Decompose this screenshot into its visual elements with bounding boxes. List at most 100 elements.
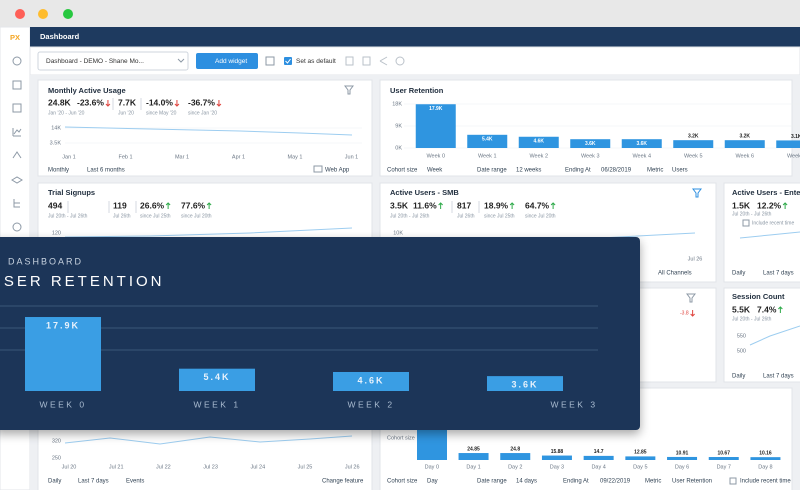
footer-label: Metric — [647, 168, 663, 174]
x-tick-label: Week 0 — [426, 153, 445, 159]
bar — [673, 140, 714, 148]
dashboard-select[interactable] — [37, 51, 189, 71]
sparkline — [64, 227, 353, 238]
x-tick-label: Day 1 — [466, 464, 480, 470]
checkbox[interactable] — [729, 477, 737, 485]
bar — [724, 140, 765, 148]
bar — [570, 139, 611, 148]
value-label: 4.6K — [533, 139, 544, 145]
label: Last 7 days — [763, 374, 794, 380]
label: Jul 20th - Jul 26th — [732, 316, 772, 322]
label: 26.6% — [140, 200, 165, 210]
bar — [541, 455, 572, 460]
sidebar-icons — [11, 56, 23, 232]
up-arrow — [438, 202, 443, 209]
bar — [667, 456, 698, 460]
label: 5.5K — [732, 304, 751, 314]
checkbox[interactable] — [742, 219, 750, 227]
checkbox[interactable] — [284, 57, 292, 65]
value-label: 5.4K — [482, 137, 493, 143]
label: -36.7% — [188, 97, 215, 107]
x-tick-label: WEEK 1 — [193, 399, 240, 409]
label: Jul 20th - Jul 26th — [48, 213, 88, 219]
overlay-title: USER RETENTION — [0, 273, 165, 290]
edit-icon[interactable] — [265, 56, 275, 66]
label: All Channels — [658, 271, 692, 277]
label: Daily — [48, 479, 61, 485]
sparkline — [739, 231, 800, 239]
nav-icon[interactable] — [12, 128, 22, 137]
icon[interactable] — [379, 56, 388, 66]
x-tick-label: Jul 24 — [250, 464, 265, 470]
label: since Jul 20th — [525, 213, 556, 219]
label: Set as default — [296, 58, 336, 65]
down-arrow — [216, 100, 222, 107]
separators — [67, 98, 480, 213]
zoom-button[interactable] — [63, 9, 73, 19]
nav-icon[interactable] — [12, 222, 22, 232]
nav-icon[interactable] — [13, 199, 20, 208]
add-widget-button[interactable] — [196, 53, 258, 69]
x-tick-label: Day 7 — [717, 464, 731, 470]
x-tick-label: Day 2 — [508, 464, 522, 470]
x-tick-label: Week 4 — [632, 153, 651, 159]
close-button[interactable] — [15, 9, 25, 19]
minimize-button[interactable] — [38, 9, 48, 19]
up-arrow — [206, 202, 212, 209]
nav-icon[interactable] — [11, 176, 23, 184]
icon[interactable] — [362, 56, 371, 66]
icon[interactable] — [395, 56, 405, 66]
x-tick-label: Day 8 — [758, 464, 772, 470]
footer-label: Metric — [645, 479, 661, 485]
label: Trial Signups — [48, 188, 95, 197]
widget-card — [723, 287, 800, 383]
value-label: 3.6K — [636, 141, 647, 147]
widget-icons — [313, 85, 750, 485]
x-tick-label: Day 6 — [675, 464, 689, 470]
label: 817 — [457, 200, 471, 210]
x-tick-label: Week 5 — [684, 153, 703, 159]
value-label: 10.91 — [676, 450, 689, 456]
label: Jul 20th - Jul 26th — [732, 211, 772, 217]
label: Last 7 days — [763, 271, 794, 277]
bar — [500, 453, 531, 460]
nav-icon[interactable] — [12, 56, 22, 66]
bar — [621, 139, 662, 148]
label: Web App — [325, 168, 350, 174]
chevron — [177, 58, 185, 63]
label: Dashboard - DEMO - Shane Mo... — [46, 58, 144, 65]
nav-icon[interactable] — [12, 80, 22, 90]
label: User Retention — [390, 86, 444, 95]
x-tick-label: Day 0 — [425, 464, 439, 470]
x-tick-label: Mar 1 — [175, 154, 189, 160]
label: Dashboard — [40, 32, 80, 41]
nav-icon[interactable] — [12, 151, 22, 159]
overlay-kicker: DASHBOARD — [8, 256, 83, 266]
label: Events — [126, 479, 144, 485]
label: since Jan '20 — [188, 110, 217, 116]
nav-icon[interactable] — [12, 103, 22, 113]
y-tick-label: 0K — [395, 145, 402, 151]
label: 7.7K — [118, 97, 137, 107]
value-label: 3.2K — [688, 134, 699, 140]
filter-icon[interactable] — [686, 293, 696, 303]
y-tick-label: 9K — [395, 123, 402, 129]
label: Jul 26th — [457, 213, 475, 219]
value-label: 12.85 — [634, 450, 647, 456]
filter-icon[interactable] — [692, 188, 702, 198]
label: 3.5K — [390, 200, 409, 210]
value-label: 24.85 — [467, 446, 480, 452]
icon[interactable] — [345, 56, 354, 66]
footer-label: Date range — [477, 168, 507, 174]
x-tick-label: Week 2 — [529, 153, 548, 159]
label: 3.5K — [50, 140, 62, 146]
bar — [583, 455, 614, 460]
label: Jul 26 — [688, 256, 703, 262]
label: 250 — [52, 455, 61, 461]
label: Daily — [732, 271, 745, 277]
footer-label: 12 weeks — [516, 168, 541, 174]
label: 14K — [51, 125, 61, 131]
x-tick-label: Jul 21 — [109, 464, 124, 470]
filter-icon[interactable] — [344, 85, 354, 95]
value-label: 5.4K — [203, 372, 230, 382]
